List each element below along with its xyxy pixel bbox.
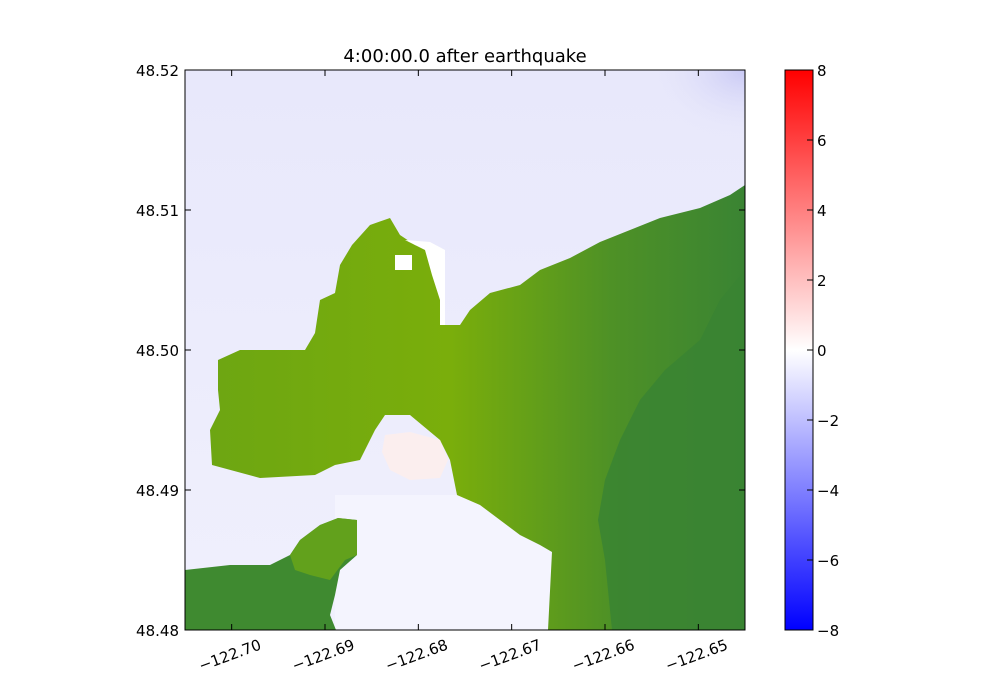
lagoon [382,432,448,480]
y-axis: 48.48 48.49 48.50 48.51 48.52 [136,62,745,640]
chart-title: 4:00:00.0 after earthquake [343,46,586,67]
x-tick-label: −122.66 [570,636,637,675]
colorbar-tick-label: 2 [817,272,827,290]
colorbar-tick-label: 0 [817,342,827,360]
colorbar-tick-label: −6 [817,552,839,570]
x-tick-label: −122.65 [663,636,730,675]
colorbar-tick-label: 6 [817,132,827,150]
colorbar-tick-label: −2 [817,412,839,430]
x-tick-label: −122.70 [196,636,263,675]
pond [395,255,412,270]
y-tick-label: 48.52 [136,62,179,80]
land-southwest-edge [290,518,357,580]
heatmap-field [185,70,745,630]
land-east-dark [598,270,745,630]
water-depression-corner [545,70,745,210]
x-tick-label: −122.68 [383,636,450,675]
colorbar-tick-label: −8 [817,622,839,640]
colorbar-tick-label: 4 [817,202,827,220]
colorbar-ticks: 8 6 4 2 0 −2 −4 −6 −8 [807,62,839,640]
y-tick-label: 48.51 [136,202,179,220]
y-tick-label: 48.48 [136,622,179,640]
channel-notch [405,240,445,325]
x-tick-label: −122.69 [290,636,357,675]
colorbar-tick-label: 8 [817,62,827,80]
x-tick-label: −122.67 [476,636,543,675]
colorbar-tick-label: −4 [817,482,839,500]
y-tick-label: 48.50 [136,342,179,360]
colorbar: 8 6 4 2 0 −2 −4 −6 −8 [784,62,839,640]
y-tick-label: 48.49 [136,482,179,500]
